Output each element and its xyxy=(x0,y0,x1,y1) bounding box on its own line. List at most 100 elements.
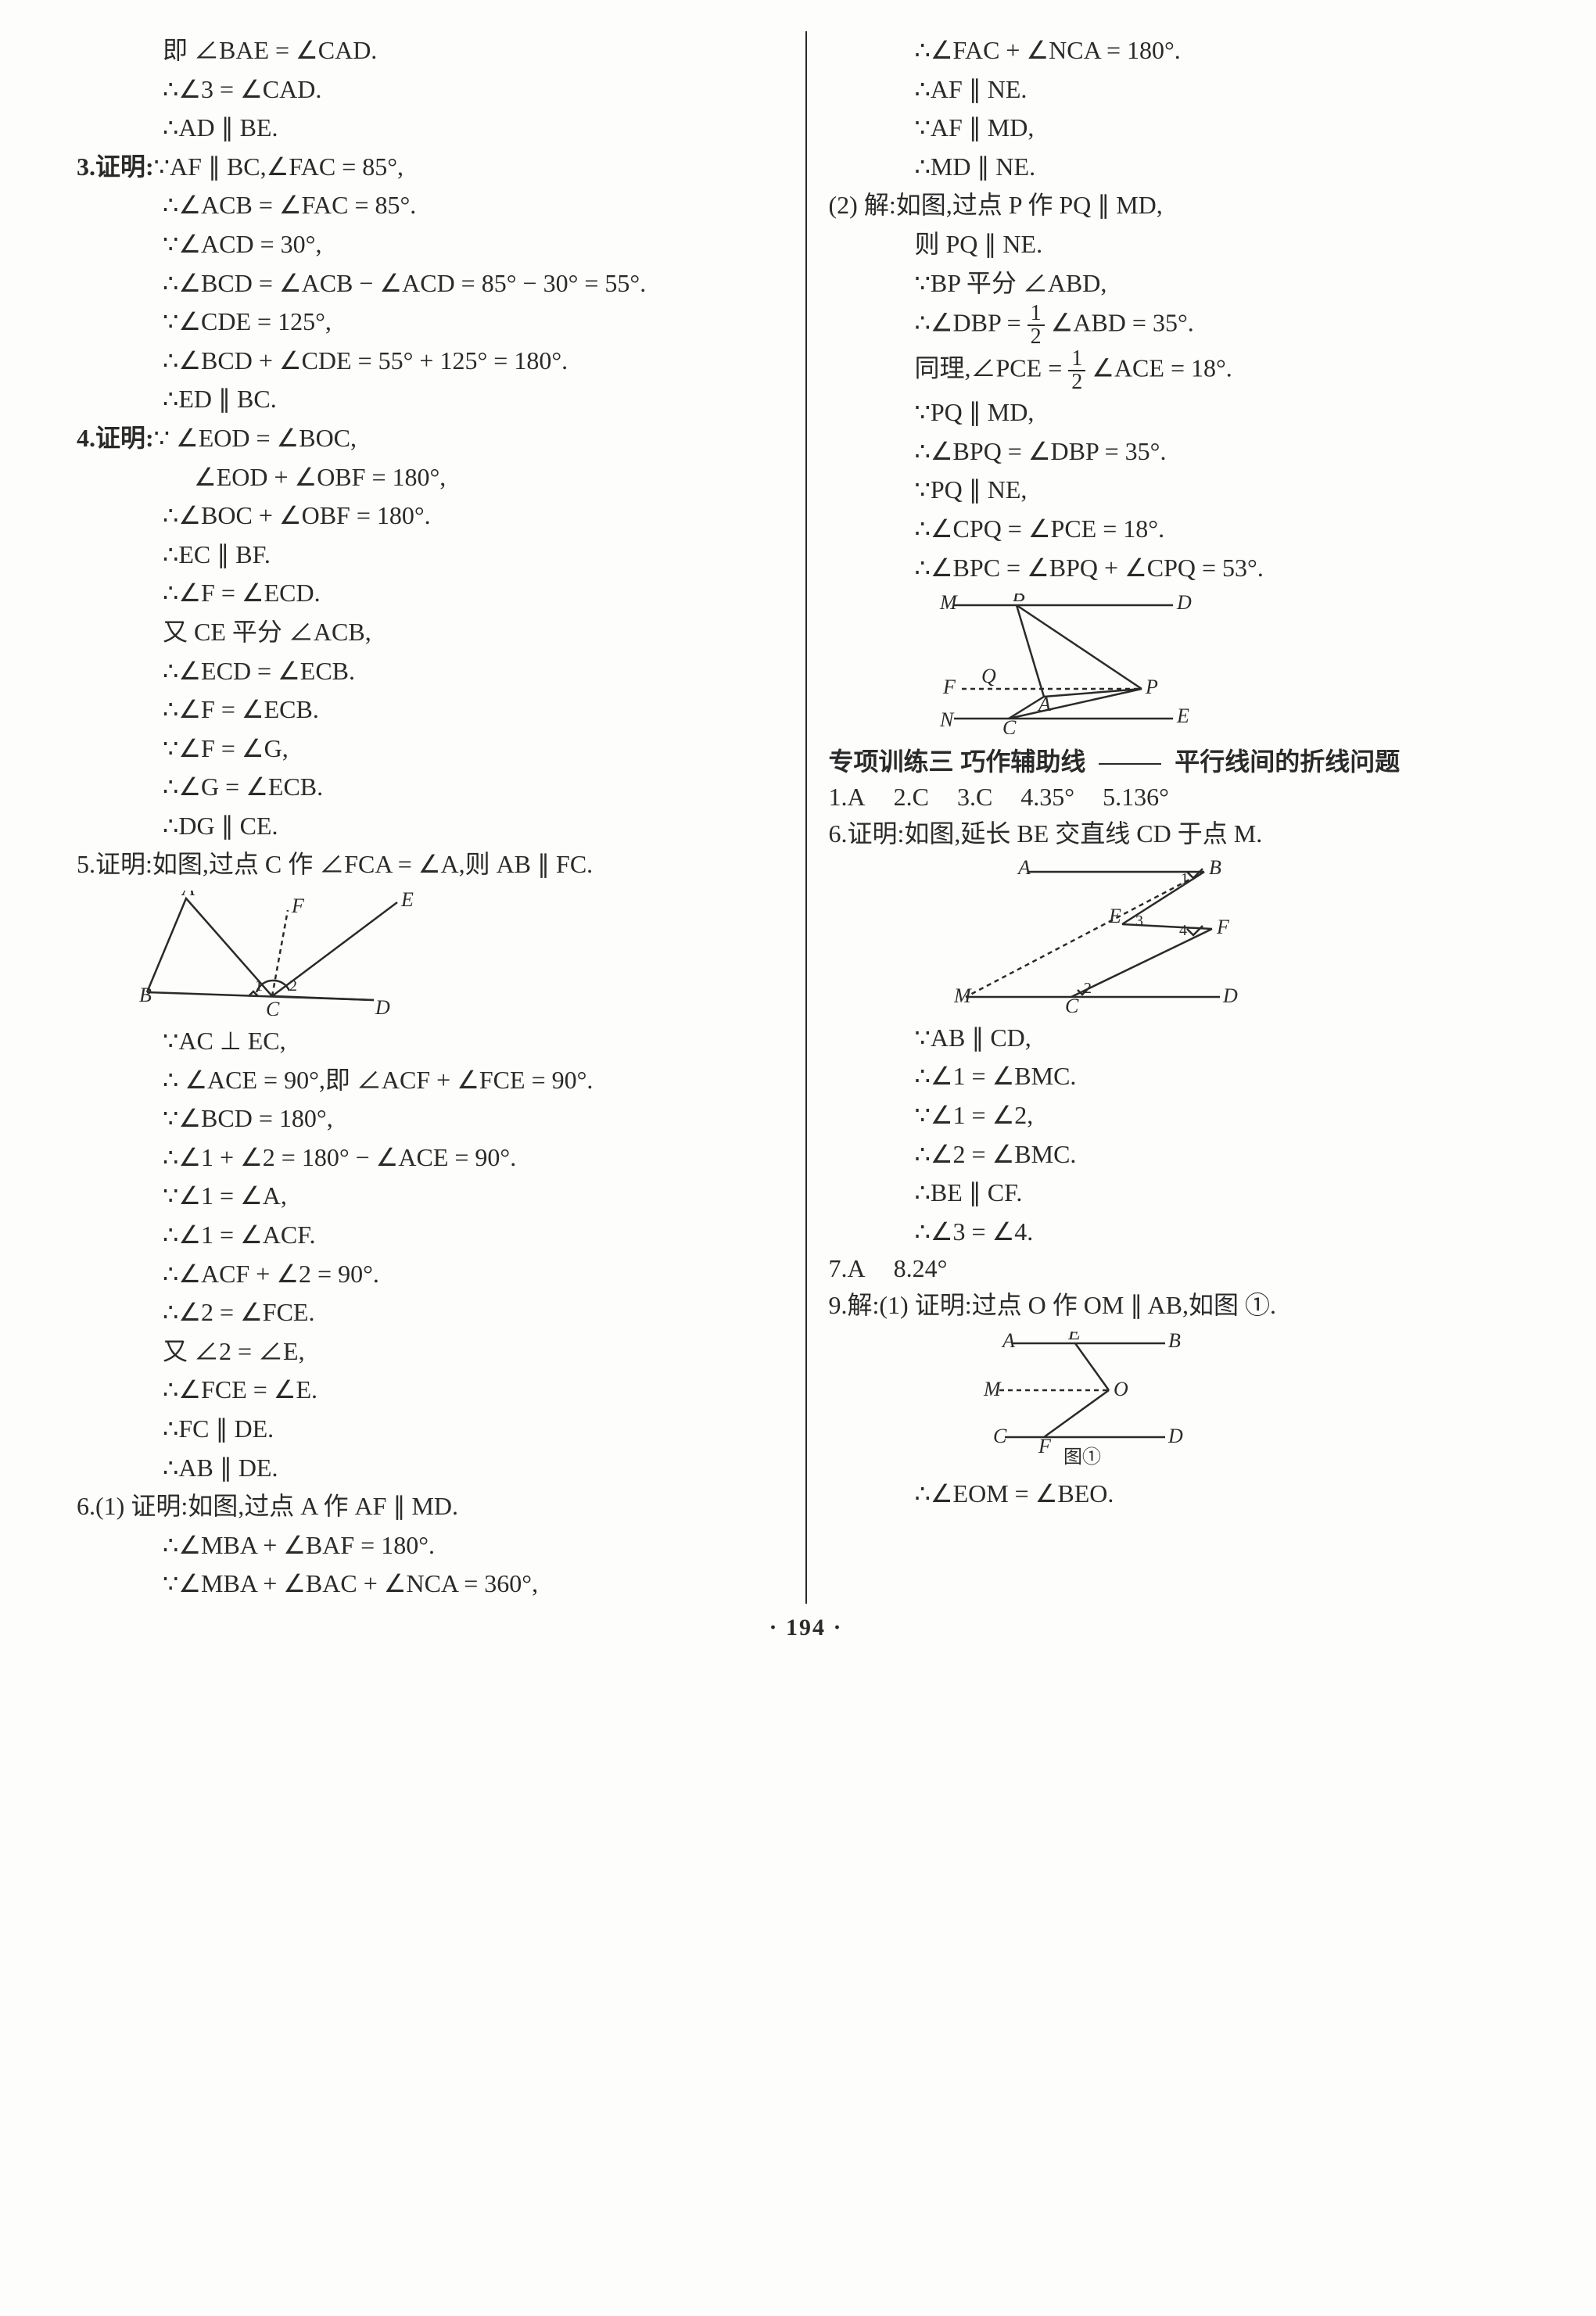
proof-line: ∴∠ACF + ∠2 = 90°. xyxy=(77,1255,784,1294)
svg-text:F: F xyxy=(1216,916,1230,938)
diagram-q9-svg: AEB MO CFD 图① xyxy=(970,1332,1196,1468)
svg-text:M: M xyxy=(954,984,972,1007)
ans-1: 1.A xyxy=(829,783,866,811)
proof-line: ∴DG ∥ CE. xyxy=(77,807,784,846)
proof-line: 即 ∠BAE = ∠CAD. xyxy=(77,31,784,70)
svg-text:4: 4 xyxy=(1179,922,1187,939)
question-9: 9.解:(1) 证明:过点 O 作 OM ∥ AB,如图 ①. xyxy=(829,1286,1536,1325)
proof-line: ∴∠ECD = ∠ECB. xyxy=(77,652,784,691)
proof-line: ∵∠MBA + ∠BAC + ∠NCA = 360°, xyxy=(77,1565,784,1604)
proof-line: ∵BP 平分 ∠ABD, xyxy=(829,264,1536,303)
proof-text: ∵AF ∥ BC,∠FAC = 85°, xyxy=(154,152,403,181)
proof-line: ∵AC ⊥ EC, xyxy=(77,1022,784,1061)
svg-text:A: A xyxy=(1017,860,1031,879)
svg-text:2: 2 xyxy=(289,977,297,995)
answer-row-2: 7.A 8.24° xyxy=(829,1254,1536,1283)
q-label: 3.证明: xyxy=(77,152,154,181)
proof-line: ∴ED ∥ BC. xyxy=(77,380,784,419)
proof-line: ∴∠2 = ∠BMC. xyxy=(829,1135,1536,1174)
proof-line: ∴∠3 = ∠4. xyxy=(829,1213,1536,1252)
ans-7: 7.A xyxy=(829,1254,866,1282)
proof-line: ∠EOD + ∠OBF = 180°, xyxy=(77,458,784,497)
left-column: 即 ∠BAE = ∠CAD. ∴∠3 = ∠CAD. ∴AD ∥ BE. 3.证… xyxy=(63,31,807,1604)
proof-line: ∵PQ ∥ NE, xyxy=(829,471,1536,510)
section-title: 专项训练三 巧作辅助线 平行线间的折线问题 xyxy=(829,742,1536,778)
text-before-frac: ∴∠DBP = xyxy=(915,309,1028,337)
ans-2: 2.C xyxy=(894,783,929,811)
ans-5: 5.136° xyxy=(1103,783,1169,811)
proof-line: ∴∠MBA + ∠BAF = 180°. xyxy=(77,1526,784,1565)
question-3: 3.证明:∵AF ∥ BC,∠FAC = 85°, xyxy=(77,148,784,187)
svg-text:E: E xyxy=(1176,704,1189,727)
svg-text:E: E xyxy=(400,891,414,911)
svg-text:A: A xyxy=(1037,693,1051,715)
svg-text:B: B xyxy=(1013,593,1025,606)
proof-line: ∵∠ACD = 30°, xyxy=(77,225,784,264)
page-number: · 194 · xyxy=(63,1615,1549,1641)
proof-line: ∵AB ∥ CD, xyxy=(829,1019,1536,1058)
svg-text:P: P xyxy=(1145,676,1158,698)
right-column: ∴∠FAC + ∠NCA = 180°. ∴AF ∥ NE. ∵AF ∥ MD,… xyxy=(807,31,1550,1604)
proof-line: ∴AD ∥ BE. xyxy=(77,109,784,148)
text-after-frac: ∠ACE = 18°. xyxy=(1092,354,1232,382)
proof-line: ∵∠1 = ∠A, xyxy=(77,1177,784,1216)
proof-line: 又 CE 平分 ∠ACB, xyxy=(77,613,784,652)
svg-text:M: M xyxy=(939,593,958,614)
proof-line: ∴AB ∥ DE. xyxy=(77,1449,784,1488)
question-6: 6.(1) 证明:如图,过点 A 作 AF ∥ MD. xyxy=(77,1487,784,1526)
question-6b: 6.证明:如图,延长 BE 交直线 CD 于点 M. xyxy=(829,815,1536,854)
diagram-q5-svg: A B C D E F 1 2 xyxy=(139,891,421,1016)
svg-text:N: N xyxy=(939,708,955,731)
svg-text:C: C xyxy=(1065,995,1079,1013)
svg-text:A: A xyxy=(181,891,195,900)
question-4: 4.证明:∵ ∠EOD = ∠BOC, xyxy=(77,419,784,458)
page-content: 即 ∠BAE = ∠CAD. ∴∠3 = ∠CAD. ∴AD ∥ BE. 3.证… xyxy=(63,31,1549,1604)
proof-line: ∴FC ∥ DE. xyxy=(77,1410,784,1449)
svg-text:C: C xyxy=(266,998,280,1016)
proof-line: 则 PQ ∥ NE. xyxy=(829,225,1536,264)
proof-line: ∵∠F = ∠G, xyxy=(77,730,784,769)
proof-line: ∴∠2 = ∠FCE. xyxy=(77,1293,784,1332)
proof-line: ∴∠CPQ = ∠PCE = 18°. xyxy=(829,510,1536,549)
proof-line: ∴BE ∥ CF. xyxy=(829,1174,1536,1213)
proof-line: ∴∠1 + ∠2 = 180° − ∠ACE = 90°. xyxy=(77,1138,784,1178)
svg-text:B: B xyxy=(1168,1332,1181,1352)
proof-line: ∴∠BCD = ∠ACB − ∠ACD = 85° − 30° = 55°. xyxy=(77,264,784,303)
proof-line: ∴∠BPQ = ∠DBP = 35°. xyxy=(829,432,1536,471)
proof-line: ∴∠1 = ∠ACF. xyxy=(77,1216,784,1255)
svg-text:2: 2 xyxy=(1084,980,1092,997)
fraction-half: 12 xyxy=(1028,303,1045,348)
text-before-frac: 同理,∠PCE = xyxy=(915,354,1069,382)
proof-line: ∴∠BPC = ∠BPQ + ∠CPQ = 53°. xyxy=(829,549,1536,588)
question-6-2: (2) 解:如图,过点 P 作 PQ ∥ MD, xyxy=(829,186,1536,225)
svg-text:1: 1 xyxy=(1181,870,1189,887)
ans-4: 4.35° xyxy=(1020,783,1074,811)
svg-text:E: E xyxy=(1108,905,1121,927)
proof-line: ∴MD ∥ NE. xyxy=(829,148,1536,187)
svg-text:Q: Q xyxy=(981,665,996,687)
svg-text:3: 3 xyxy=(1135,912,1143,930)
answer-row: 1.A 2.C 3.C 4.35° 5.136° xyxy=(829,783,1536,812)
q-label: 4.证明: xyxy=(77,424,154,452)
dash-icon xyxy=(1099,763,1161,765)
proof-line: ∴∠F = ∠ECD. xyxy=(77,574,784,613)
proof-line: ∴AF ∥ NE. xyxy=(829,70,1536,109)
svg-text:F: F xyxy=(291,894,305,917)
proof-line: ∴∠BCD + ∠CDE = 55° + 125° = 180°. xyxy=(77,342,784,381)
svg-text:A: A xyxy=(1001,1332,1015,1352)
proof-line: 同理,∠PCE = 12 ∠ACE = 18°. xyxy=(829,348,1536,393)
svg-text:M: M xyxy=(983,1378,1002,1400)
svg-text:B: B xyxy=(139,984,152,1006)
proof-line: ∵∠BCD = 180°, xyxy=(77,1099,784,1138)
proof-line: ∴∠3 = ∠CAD. xyxy=(77,70,784,109)
diagram-pq-svg: MBD FQAP NCE xyxy=(938,593,1204,734)
proof-line: ∴∠FCE = ∠E. xyxy=(77,1371,784,1410)
svg-text:E: E xyxy=(1067,1332,1081,1344)
svg-text:C: C xyxy=(1002,716,1017,734)
svg-text:F: F xyxy=(942,676,956,698)
proof-line: ∴EC ∥ BF. xyxy=(77,536,784,575)
proof-line: ∴∠F = ∠ECB. xyxy=(77,690,784,730)
text-after-frac: ∠ABD = 35°. xyxy=(1051,309,1194,337)
svg-text:F: F xyxy=(1038,1435,1052,1457)
proof-line: ∵PQ ∥ MD, xyxy=(829,393,1536,432)
